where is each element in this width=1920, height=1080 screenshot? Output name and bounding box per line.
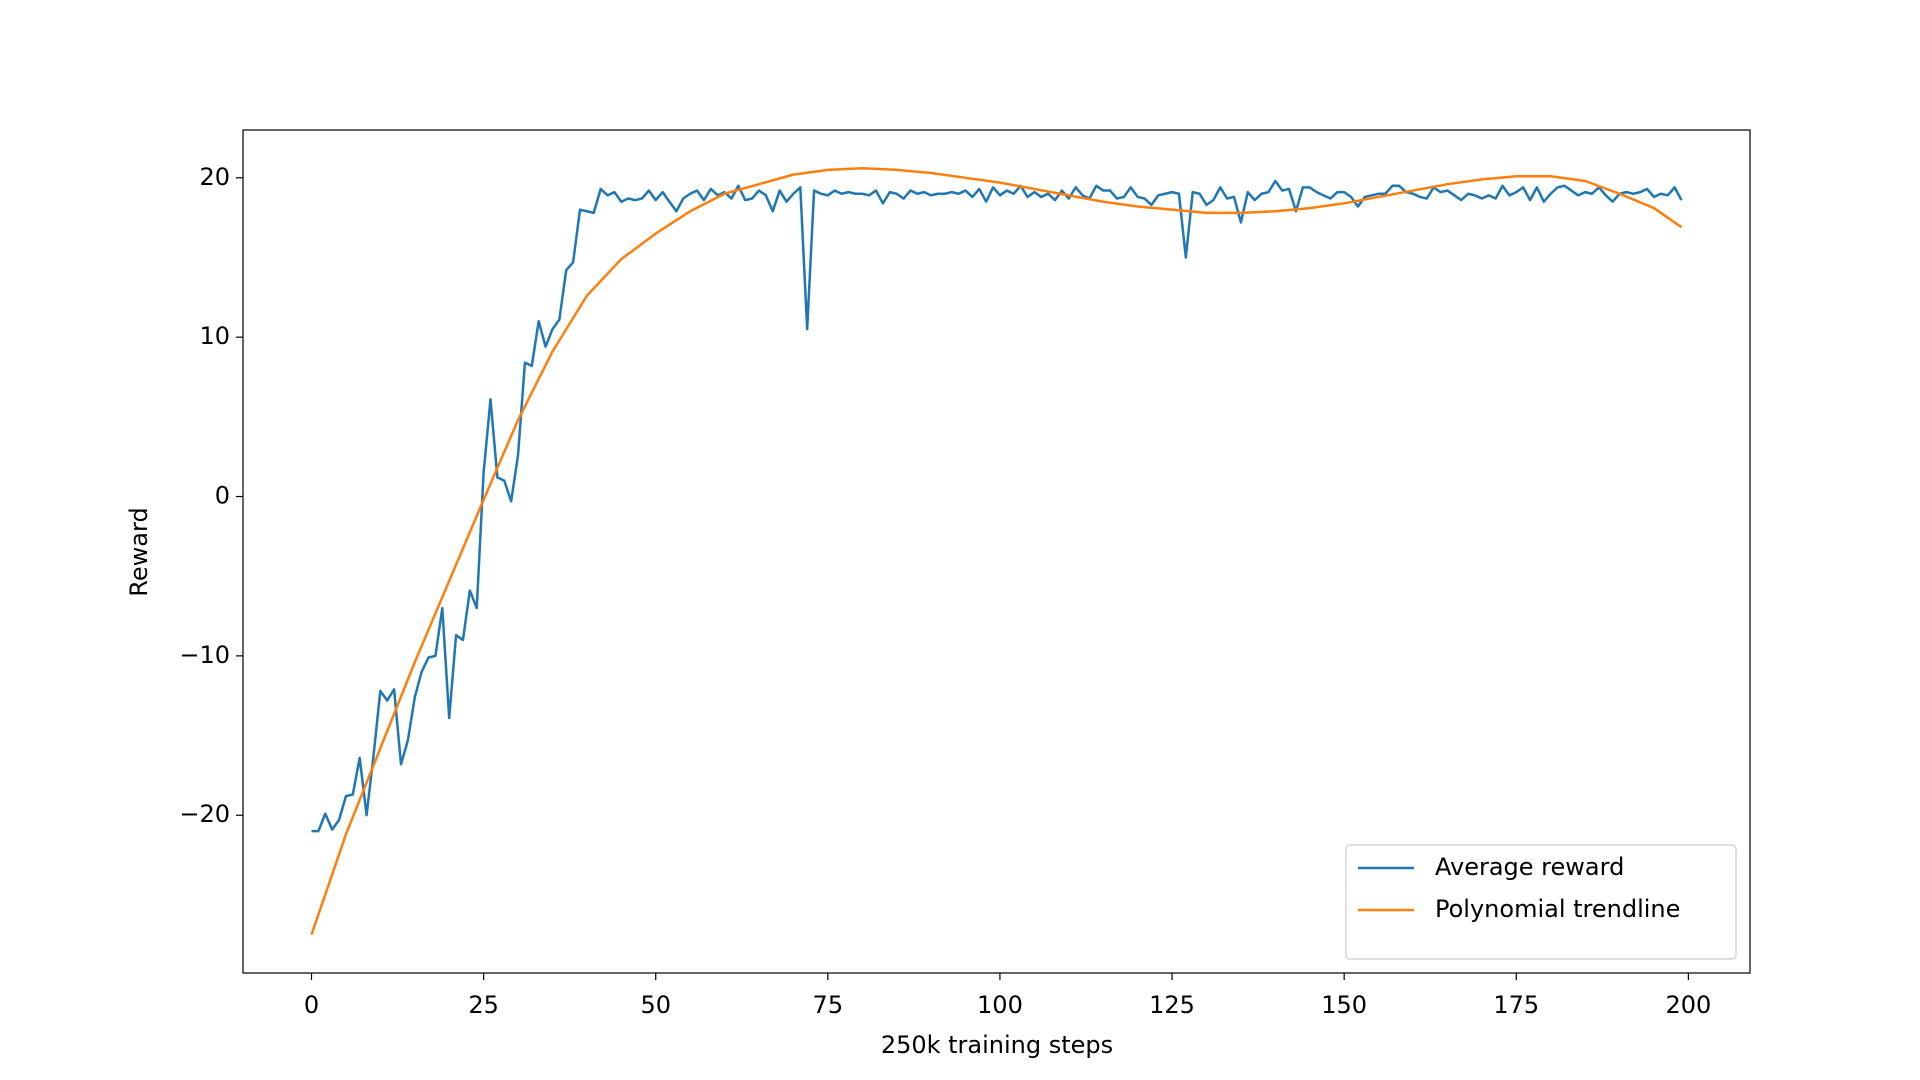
- x-tick-label: 175: [1493, 991, 1539, 1019]
- x-tick-label: 0: [304, 991, 319, 1019]
- y-tick-label: 0: [215, 482, 230, 510]
- legend-label: Average reward: [1435, 853, 1624, 881]
- x-tick-label: 100: [977, 991, 1023, 1019]
- x-tick-label: 50: [640, 991, 671, 1019]
- y-tick-label: 20: [199, 163, 230, 191]
- x-tick-label: 150: [1321, 991, 1367, 1019]
- y-axis-label: Reward: [125, 507, 153, 596]
- y-tick-label: 10: [199, 322, 230, 350]
- x-tick-label: 75: [813, 991, 844, 1019]
- data-line: [310, 166, 1683, 936]
- plot-frame: [242, 129, 1751, 974]
- x-axis-label: 250k training steps: [881, 1031, 1113, 1059]
- x-tick-label: 125: [1149, 991, 1195, 1019]
- y-tick-label: −20: [179, 800, 230, 828]
- x-tick-label: 25: [468, 991, 499, 1019]
- data-line: [311, 179, 1683, 833]
- legend-box: [1345, 844, 1737, 960]
- x-tick-label: 200: [1665, 991, 1711, 1019]
- y-tick-label: −10: [179, 641, 230, 669]
- legend-label: Polynomial trendline: [1435, 895, 1680, 923]
